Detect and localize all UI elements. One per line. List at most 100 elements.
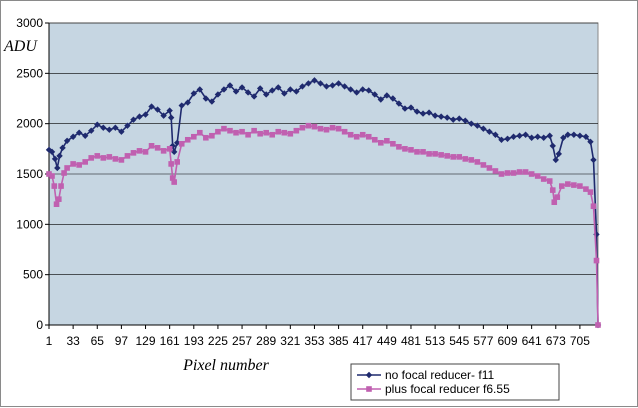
data-point	[124, 153, 131, 159]
x-tick-label: 417	[353, 334, 373, 348]
data-point	[251, 127, 257, 134]
y-tick-label: 500	[23, 268, 43, 282]
data-point	[244, 89, 252, 96]
data-point	[571, 182, 577, 188]
data-point	[443, 114, 451, 121]
data-point	[377, 96, 385, 103]
data-point	[49, 173, 55, 179]
data-point	[299, 124, 306, 131]
data-point	[468, 157, 475, 163]
x-tick-label: 1	[46, 334, 53, 348]
data-point	[546, 178, 553, 184]
data-point	[148, 143, 155, 149]
data-point	[450, 154, 457, 160]
data-point	[227, 127, 233, 134]
data-point	[359, 86, 366, 93]
data-point	[148, 103, 155, 110]
data-point	[365, 133, 372, 140]
data-point	[275, 128, 282, 135]
data-point	[431, 112, 439, 119]
data-point	[160, 112, 167, 119]
data-point	[371, 91, 378, 98]
data-point	[130, 116, 137, 123]
data-point	[528, 171, 535, 177]
data-point	[203, 134, 209, 141]
data-point	[76, 162, 82, 168]
x-tick-label: 577	[473, 334, 493, 348]
x-tick-label: 385	[329, 334, 349, 348]
y-tick-label: 1500	[16, 167, 43, 181]
legend-marker	[366, 386, 372, 392]
data-point	[178, 102, 185, 109]
data-point	[221, 125, 227, 132]
data-point	[549, 187, 556, 193]
data-point	[130, 150, 137, 156]
data-point	[220, 86, 228, 93]
x-tick-label: 321	[280, 334, 300, 348]
data-point	[54, 164, 61, 172]
data-point	[250, 93, 258, 100]
data-point	[56, 196, 62, 202]
series-1	[45, 77, 602, 329]
data-point	[51, 155, 59, 163]
data-point	[142, 149, 149, 155]
data-point	[317, 80, 324, 87]
data-point	[311, 77, 318, 84]
data-point	[53, 201, 60, 207]
data-point	[587, 138, 594, 145]
data-point	[174, 139, 181, 146]
data-point	[347, 131, 354, 138]
data-point	[534, 173, 541, 179]
data-point	[590, 156, 597, 164]
data-point	[88, 155, 95, 161]
data-point	[341, 128, 348, 135]
x-tick-label: 289	[256, 334, 276, 348]
data-point	[263, 129, 269, 136]
y-tick-label: 2500	[16, 66, 43, 80]
data-point	[565, 181, 571, 187]
data-point	[269, 87, 276, 94]
data-point	[287, 130, 294, 137]
data-point	[61, 170, 67, 176]
data-point	[311, 123, 318, 130]
y-axis-ticks: 0 500 1000 1500 2000 2500 3000	[16, 16, 49, 332]
data-point	[168, 161, 174, 167]
data-point	[81, 132, 89, 139]
data-point	[480, 125, 487, 132]
data-point	[432, 151, 438, 157]
data-point	[59, 144, 66, 152]
x-tick-label: 97	[115, 334, 129, 348]
x-tick-label: 641	[522, 334, 542, 348]
data-point	[341, 83, 348, 90]
data-point	[142, 111, 149, 118]
data-point	[516, 132, 523, 139]
data-point	[257, 130, 263, 137]
data-point	[396, 144, 402, 150]
x-tick-label: 513	[425, 334, 445, 348]
x-tick-label: 449	[377, 334, 397, 348]
x-tick-label: 161	[160, 334, 180, 348]
legend-item: no focal reducer- f11	[357, 368, 494, 382]
gridlines	[49, 22, 598, 275]
y-axis-title: ADU	[3, 38, 38, 55]
data-point	[474, 122, 481, 129]
data-point	[190, 133, 197, 140]
data-point	[100, 124, 107, 131]
data-point	[528, 134, 535, 141]
data-point	[94, 121, 101, 128]
data-point	[275, 84, 282, 91]
data-point	[551, 199, 558, 205]
data-point	[48, 148, 56, 156]
x-axis-ticks: 1 33 65 97 129 161 193 225 257 289 321 353 385 417 449…	[46, 325, 590, 348]
data-point	[595, 322, 601, 328]
data-point	[540, 176, 547, 182]
data-point	[75, 129, 83, 136]
x-tick-label: 609	[497, 334, 517, 348]
data-point	[245, 131, 251, 138]
data-point	[197, 129, 203, 136]
data-point	[576, 132, 584, 139]
data-point	[498, 136, 505, 143]
data-point	[287, 86, 294, 93]
data-point	[504, 170, 511, 176]
data-point	[190, 90, 197, 97]
